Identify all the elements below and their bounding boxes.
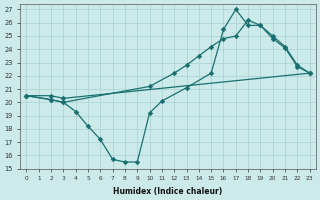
X-axis label: Humidex (Indice chaleur): Humidex (Indice chaleur) <box>114 187 223 196</box>
